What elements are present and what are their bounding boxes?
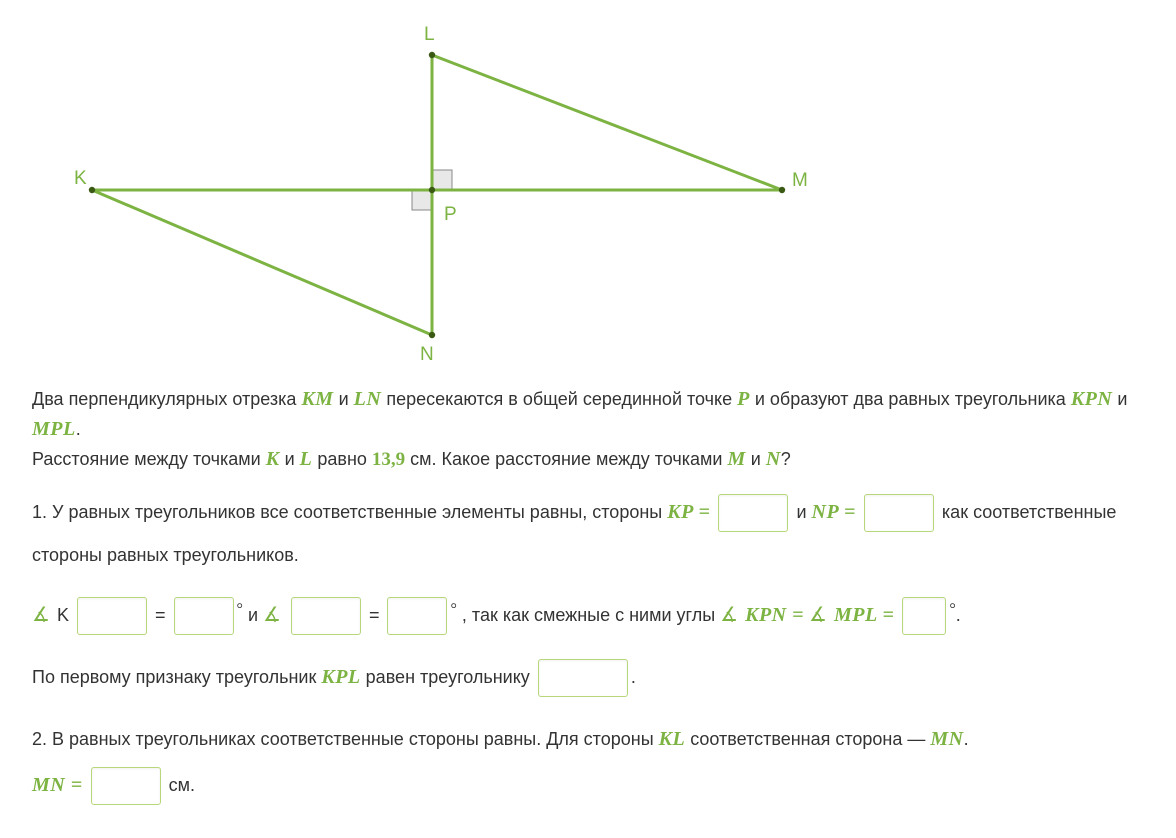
text: 2. В равных треугольниках соответственны…	[32, 729, 659, 749]
text: .	[76, 419, 81, 439]
answer-input-KP[interactable]	[718, 494, 788, 532]
exercise-page: K L M N P Два перпендикулярных отрезка K…	[0, 0, 1176, 838]
text: см. Какое расстояние между точками	[410, 449, 727, 469]
angle-icon: ∡	[263, 604, 281, 626]
label-L: L	[424, 24, 435, 45]
text: , так как смежные с ними углы	[462, 605, 720, 625]
text: .	[631, 667, 636, 687]
point-M	[779, 187, 785, 193]
text: и	[751, 449, 766, 469]
var-KL: KL	[659, 728, 686, 750]
answer-input-MN[interactable]	[91, 767, 161, 805]
text: и	[796, 502, 811, 522]
geometry-diagram: K L M N P	[52, 10, 1144, 378]
answer-input-angle-1b[interactable]	[174, 597, 234, 635]
degree: °	[450, 601, 456, 618]
problem-statement: Два перпендикулярных отрезка KM и LN пер…	[32, 384, 1144, 475]
segment-LM	[432, 55, 782, 190]
text: K	[57, 605, 69, 625]
text: пересекаются в общей серединной точке	[386, 389, 737, 409]
angle-icon: ∡	[720, 604, 738, 626]
label-N: N	[420, 344, 434, 365]
var-M: M	[727, 448, 745, 470]
text: 1. У равных треугольников все соответств…	[32, 502, 667, 522]
var-angle-MPL: MPL =	[834, 604, 894, 626]
var-KPN: KPN	[1071, 388, 1113, 410]
label-P: P	[444, 204, 457, 225]
answer-input-angle-value[interactable]	[902, 597, 946, 635]
text: равен треугольнику	[366, 667, 535, 687]
text: Два перпендикулярных отрезка	[32, 389, 301, 409]
right-angle-marker-bottom	[412, 190, 432, 210]
value-distance: 13,9	[372, 449, 405, 470]
question-1-angles: ∡ K = ° и ∡ = ° , так как смежные с ними…	[32, 592, 1144, 638]
var-P: P	[737, 388, 750, 410]
text: и образуют два равных треугольника	[755, 389, 1071, 409]
text: По первому признаку треугольник	[32, 667, 321, 687]
var-NP: NP =	[812, 501, 856, 523]
angle-icon: ∡	[32, 604, 50, 626]
point-P	[429, 187, 435, 193]
question-1-congruence: По первому признаку треугольник KPL раве…	[32, 654, 1144, 700]
var-angle-KPN: KPN =	[745, 604, 804, 626]
label-K: K	[74, 168, 87, 189]
point-L	[429, 52, 435, 58]
var-MN-eq: MN =	[32, 774, 83, 796]
point-N	[429, 332, 435, 338]
var-K: K	[266, 448, 280, 470]
text: см.	[169, 775, 195, 795]
var-L: L	[300, 448, 313, 470]
text: и	[285, 449, 300, 469]
text: и	[248, 605, 263, 625]
var-MN: MN	[930, 728, 963, 750]
var-MPL: MPL	[32, 418, 76, 440]
text: и	[339, 389, 354, 409]
text: Расстояние между точками	[32, 449, 266, 469]
text: .	[964, 729, 969, 749]
text: =	[155, 605, 171, 625]
question-2: 2. В равных треугольниках соответственны…	[32, 716, 1144, 808]
diagram-svg: K L M N P	[52, 10, 832, 370]
answer-input-triangle[interactable]	[538, 659, 628, 697]
text: .	[956, 605, 961, 625]
answer-input-angle-1a[interactable]	[77, 597, 147, 635]
var-KP: KP =	[667, 501, 710, 523]
text: равно	[317, 449, 372, 469]
answer-input-NP[interactable]	[864, 494, 934, 532]
text: соответственная сторона —	[690, 729, 930, 749]
degree: °	[237, 601, 243, 618]
point-K	[89, 187, 95, 193]
text: ?	[781, 449, 791, 469]
text: =	[369, 605, 385, 625]
segment-KN	[92, 190, 432, 335]
text: и	[1117, 389, 1127, 409]
var-KPL: KPL	[321, 666, 360, 688]
angle-icon: ∡	[809, 604, 827, 626]
var-N: N	[766, 448, 781, 470]
question-1-sides: 1. У равных треугольников все соответств…	[32, 489, 1144, 576]
label-M: M	[792, 170, 808, 191]
right-angle-marker-top	[432, 170, 452, 190]
answer-input-angle-2b[interactable]	[387, 597, 447, 635]
answer-input-angle-2a[interactable]	[291, 597, 361, 635]
var-KM: KM	[301, 388, 333, 410]
var-LN: LN	[354, 388, 382, 410]
